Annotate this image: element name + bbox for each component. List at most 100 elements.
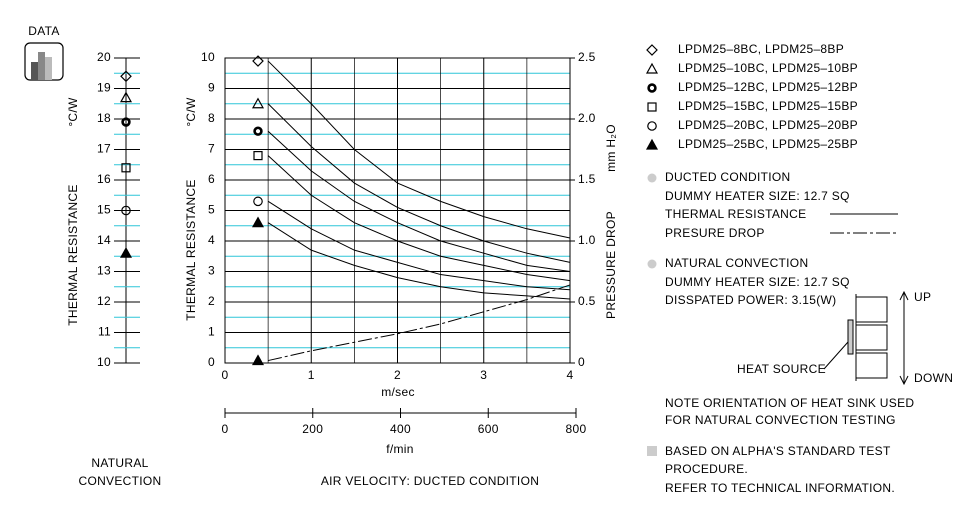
series-line <box>267 155 571 282</box>
marker <box>120 70 132 83</box>
y-tick-label: 10 <box>97 355 111 369</box>
series-line <box>267 103 571 263</box>
y-tick-label: 13 <box>97 264 111 278</box>
icon-bar <box>31 62 38 80</box>
x-axis-label: m/sec <box>381 385 415 399</box>
note: NOTE ORIENTATION OF HEAT SINK USED <box>665 396 914 410</box>
y2-tick-label: 1.5 <box>578 172 596 186</box>
note: PROCEDURE. <box>665 462 748 476</box>
y-axis-label: THERMAL RESISTANCE <box>66 184 80 325</box>
note: DISSPATED POWER: 3.15(W) <box>665 293 836 307</box>
y-tick-label: 14 <box>97 233 111 247</box>
icon-bar <box>45 57 52 80</box>
heat-source <box>847 319 854 355</box>
y-tick-label: 6 <box>208 172 215 186</box>
y2-tick-label: 2.5 <box>578 50 596 64</box>
legend-label: LPDM25–20BC, LPDM25–20BP <box>678 118 858 132</box>
marker <box>119 246 133 258</box>
note: HEAT SOURCE <box>737 362 826 376</box>
y-tick-label: 10 <box>201 50 215 64</box>
x-tick-label: 0 <box>222 368 229 382</box>
series-line <box>267 200 571 291</box>
y-tick-label: 4 <box>208 233 215 247</box>
data-icon: DATA <box>24 24 64 81</box>
marker <box>251 354 265 366</box>
series-line <box>267 60 571 239</box>
note: UP <box>914 290 931 304</box>
fin <box>855 296 888 323</box>
y-tick-label: 5 <box>208 203 215 217</box>
marker <box>251 216 265 228</box>
arrow-head <box>899 290 909 386</box>
bullet <box>647 173 657 183</box>
marker <box>647 102 657 112</box>
x-tick-label: 1 <box>308 368 315 382</box>
note: THERMAL RESISTANCE <box>665 207 806 221</box>
marker <box>253 126 263 136</box>
icon-label: DATA <box>28 24 59 38</box>
y-axis-unit: °C/W <box>184 97 198 127</box>
y2-tick-label: 0.5 <box>578 294 596 308</box>
legend-label: LPDM25–15BC, LPDM25–15BP <box>678 99 858 113</box>
fin <box>855 324 888 351</box>
legend-label: LPDM25–8BC, LPDM25–8BP <box>678 42 844 56</box>
note: NATURAL CONVECTION <box>665 256 808 270</box>
note: DUMMY HEATER SIZE: 12.7 SQ <box>665 275 850 289</box>
y-tick-label: 15 <box>97 203 111 217</box>
marker <box>646 44 658 56</box>
y-tick-label: 18 <box>97 111 111 125</box>
legend-label: LPDM25–12BC, LPDM25–12BP <box>678 80 858 94</box>
series-line <box>268 284 571 362</box>
chart-title: AIR VELOCITY: DUCTED CONDITION <box>321 474 539 488</box>
heat-sink-diagram <box>823 290 909 386</box>
note: DUCTED CONDITION <box>665 170 790 184</box>
y-axis-unit: °C/W <box>66 97 80 127</box>
y-tick-label: 8 <box>208 111 215 125</box>
marker <box>252 55 264 67</box>
series-line <box>267 222 571 300</box>
bullet <box>647 259 657 269</box>
note: REFER TO TECHNICAL INFORMATION. <box>665 481 895 495</box>
x-tick-label: 2 <box>394 368 401 382</box>
note: DUMMY HEATER SIZE: 12.7 SQ <box>665 189 850 203</box>
y-axis-label: THERMAL RESISTANCE <box>184 179 198 320</box>
note: FOR NATURAL CONVECTION TESTING <box>665 413 896 427</box>
y-tick-label: 7 <box>208 142 215 156</box>
y-tick-label: 0 <box>208 355 215 369</box>
y-tick-label: 20 <box>97 50 111 64</box>
y-tick-label: 17 <box>97 142 111 156</box>
leader <box>823 341 849 370</box>
plot-frame <box>224 57 571 364</box>
y2-tick-label: 1.0 <box>578 233 596 247</box>
marker <box>253 196 263 207</box>
x2-tick-label: 200 <box>302 422 323 436</box>
y2-axis-unit: mm H₂O <box>604 124 618 172</box>
marker <box>645 62 659 74</box>
y2-axis-label: PRESSURE DROP <box>604 211 618 319</box>
note: DOWN <box>914 371 953 385</box>
fin <box>855 352 888 379</box>
y-tick-label: 1 <box>208 325 215 339</box>
x-tick-label: 3 <box>480 368 487 382</box>
x2-axis-label: f/min <box>386 442 414 456</box>
y-tick-label: 3 <box>208 264 215 278</box>
x-tick-label: 4 <box>567 368 574 382</box>
x-axis-label: CONVECTION <box>78 474 161 488</box>
icon-bar <box>38 52 45 80</box>
series-line <box>267 130 571 272</box>
note: BASED ON ALPHA'S STANDARD TEST <box>665 444 891 458</box>
y-tick-label: 9 <box>208 81 215 95</box>
x-axis-label: NATURAL <box>91 456 148 470</box>
marker <box>647 83 657 93</box>
y2-tick-label: 2.0 <box>578 111 596 125</box>
y-tick-label: 16 <box>97 172 111 186</box>
marker <box>645 138 659 150</box>
legend-label: LPDM25–25BC, LPDM25–25BP <box>678 137 858 151</box>
x2-tick-label: 600 <box>478 422 499 436</box>
marker <box>119 91 133 103</box>
y2-tick-label: 0 <box>578 355 585 369</box>
bullet <box>647 446 657 456</box>
marker <box>121 205 131 216</box>
